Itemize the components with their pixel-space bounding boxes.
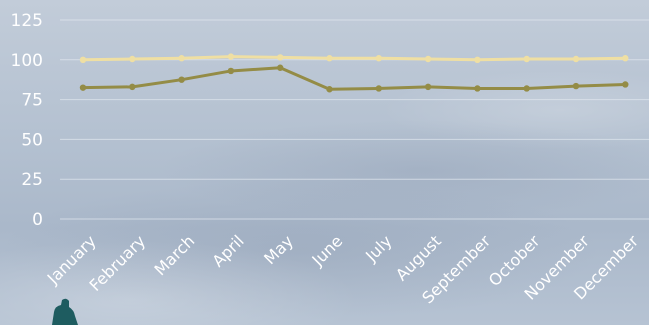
data-point [227, 67, 235, 75]
x-tick-label: May [260, 231, 297, 268]
y-tick-label: 75 [21, 91, 43, 111]
data-point [474, 85, 481, 92]
data-point [523, 55, 530, 63]
data-point [326, 86, 333, 93]
data-point [129, 55, 136, 63]
data-point [129, 83, 136, 91]
data-point [227, 53, 235, 60]
series-line-1 [82, 55, 626, 62]
data-point [79, 84, 87, 91]
gridlines [60, 19, 649, 220]
data-point [622, 81, 629, 88]
y-tick-label: 125 [11, 11, 43, 31]
series-lines [79, 53, 629, 93]
data-point [375, 55, 382, 62]
data-point [474, 56, 481, 63]
data-point [277, 64, 284, 71]
y-tick-label: 100 [11, 51, 43, 71]
y-tick-label: 25 [21, 170, 43, 190]
data-point [424, 83, 432, 91]
x-tick-label: March [150, 231, 198, 279]
data-point [572, 55, 580, 63]
data-point [622, 55, 629, 62]
y-axis-ticks: 0 25 50 75 100 125 [11, 11, 43, 230]
teal-figure-icon [52, 298, 78, 325]
x-tick-label: July [361, 231, 395, 265]
data-point [79, 56, 87, 63]
x-tick-label: June [308, 231, 347, 270]
x-tick-label: April [208, 231, 247, 270]
data-point [277, 54, 284, 61]
y-tick-label: 0 [32, 210, 43, 230]
data-point [178, 76, 185, 83]
data-point [523, 85, 530, 92]
data-point [375, 85, 382, 92]
data-point [178, 55, 185, 62]
data-point [572, 82, 580, 90]
series-line-2 [82, 66, 626, 91]
data-point [424, 55, 432, 63]
data-point [326, 55, 333, 62]
y-tick-label: 50 [21, 130, 43, 150]
